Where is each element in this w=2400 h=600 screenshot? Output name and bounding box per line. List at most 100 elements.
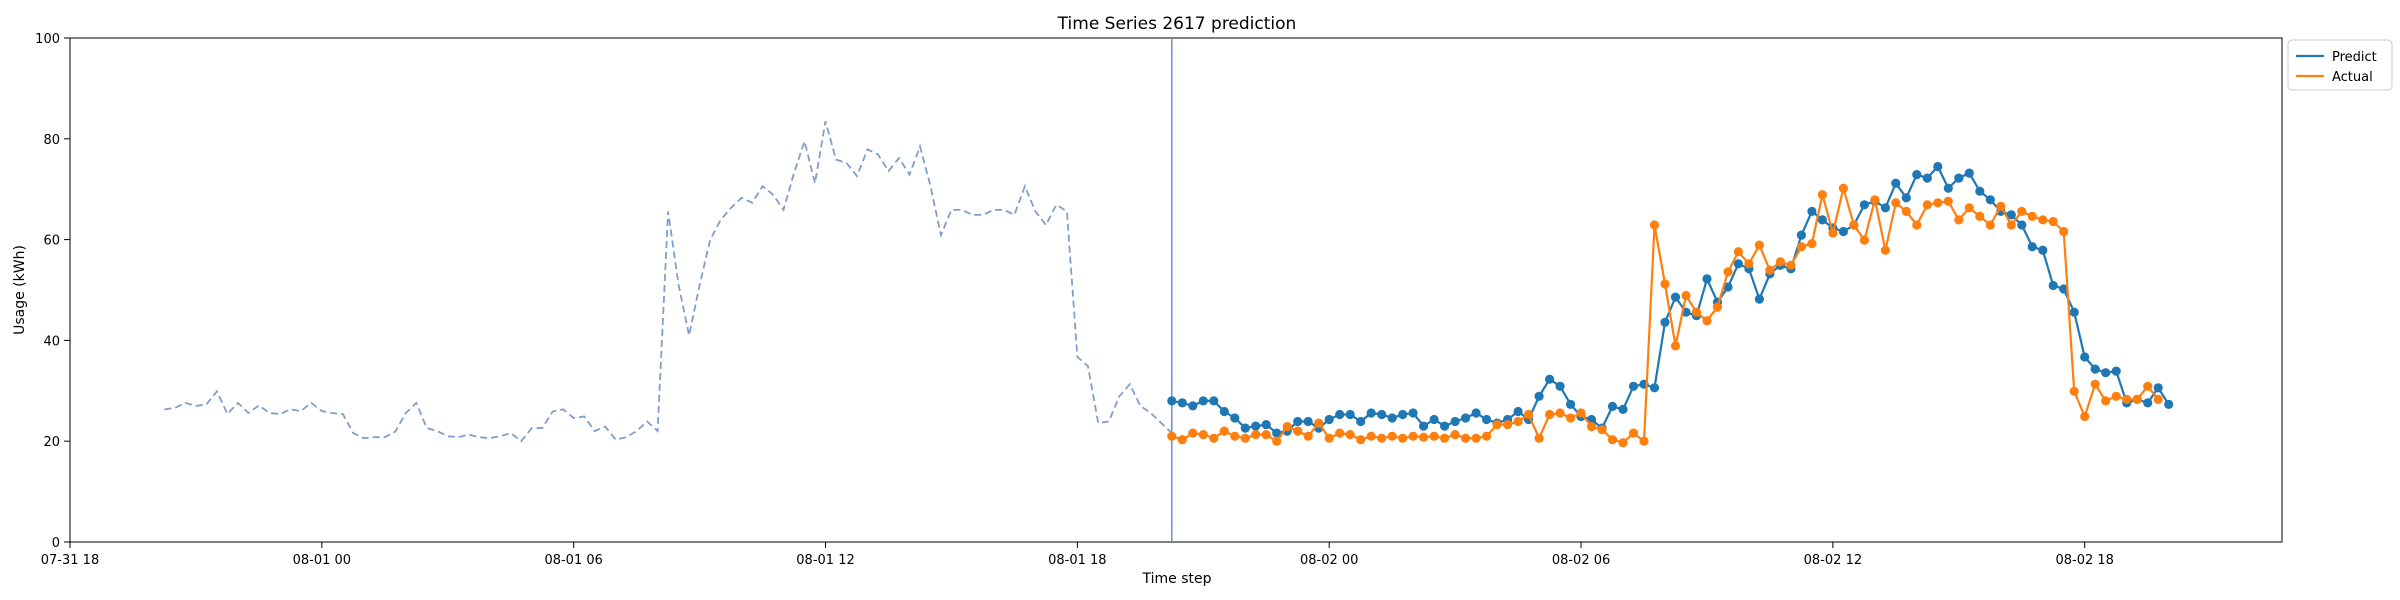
actual-point	[1681, 290, 1691, 301]
actual-point	[1985, 220, 1995, 230]
actual-point	[2038, 215, 2048, 225]
y-tick-label: 20	[43, 435, 60, 450]
predict-point	[1513, 406, 1523, 417]
actual-point	[1555, 408, 1565, 418]
predict-point	[1482, 414, 1492, 425]
history-series-line	[164, 120, 1173, 443]
predict-point	[1366, 408, 1376, 418]
x-tick-label: 08-01 00	[293, 553, 351, 568]
actual-point	[1922, 200, 1932, 210]
predict-point	[1649, 383, 1660, 393]
actual-point	[1524, 409, 1534, 420]
actual-point	[1712, 302, 1723, 312]
actual-point	[1954, 215, 1964, 225]
predict-point	[1702, 274, 1712, 284]
y-tick-label: 60	[43, 234, 60, 249]
plot-frame	[69, 37, 2283, 543]
actual-point	[1272, 436, 1282, 446]
x-tick-label: 08-01 18	[1048, 553, 1106, 568]
predict-point	[1859, 200, 1869, 210]
predict-point	[1230, 413, 1240, 423]
x-tick-label: 08-01 12	[796, 553, 854, 568]
actual-point	[2006, 220, 2016, 230]
actual-point	[1167, 431, 1177, 441]
actual-point	[1576, 408, 1586, 418]
actual-point	[1660, 279, 1670, 289]
actual-point	[2122, 394, 2132, 404]
predict-point	[2143, 398, 2153, 408]
actual-point	[1639, 436, 1649, 446]
predict-point	[1670, 292, 1681, 302]
predict-point	[2069, 307, 2079, 317]
predict-point	[1335, 409, 1345, 420]
y-axis-label: Usage (kWh)	[12, 245, 28, 335]
actual-point	[1607, 435, 1618, 445]
y-tick-label: 0	[52, 536, 60, 551]
actual-point	[1597, 425, 1607, 435]
actual-point	[1209, 433, 1219, 443]
predict-point	[1419, 421, 1429, 431]
predict-point	[1356, 416, 1366, 427]
predict-point	[1586, 414, 1597, 425]
actual-point	[1314, 418, 1324, 428]
predict-point	[1398, 409, 1408, 420]
predict-point	[1324, 414, 1334, 425]
actual-point	[1177, 435, 1187, 445]
actual-point	[1324, 433, 1334, 443]
y-tick-label: 100	[35, 32, 60, 47]
actual-point	[1628, 428, 1639, 438]
actual-point	[2101, 396, 2111, 406]
predict-point	[1618, 404, 1628, 414]
actual-point	[1534, 433, 1544, 443]
actual-point	[1996, 201, 2006, 211]
actual-point	[2111, 391, 2121, 401]
predict-point	[1387, 413, 1397, 423]
actual-point	[1230, 431, 1240, 441]
actual-point	[1471, 433, 1481, 443]
predict-point	[1240, 423, 1250, 433]
predict-point	[1933, 161, 1943, 172]
predict-point	[1891, 178, 1901, 188]
actual-point	[2027, 211, 2037, 221]
predict-point	[1954, 173, 1964, 183]
predict-point	[1807, 206, 1817, 216]
actual-point	[1219, 426, 1229, 436]
actual-point	[1733, 247, 1743, 257]
actual-point	[1198, 430, 1208, 440]
predict-point	[2048, 280, 2058, 291]
predict-point	[1251, 421, 1261, 431]
actual-point	[2143, 381, 2153, 391]
predict-point	[1912, 170, 1922, 180]
actual-point	[1586, 422, 1597, 432]
actual-point	[2048, 216, 2058, 227]
predict-point	[1188, 401, 1198, 411]
plot-area: 0 20 40 60 80 100 07-31 18 08-01 00 08-01 06 08-0…	[35, 32, 2283, 568]
actual-point	[1303, 431, 1313, 441]
actual-point	[1261, 430, 1271, 440]
predict-point	[1607, 401, 1618, 411]
actual-point	[1188, 428, 1198, 438]
actual-point	[1398, 433, 1408, 443]
actual-point	[1754, 240, 1764, 250]
predict-point	[1660, 317, 1670, 327]
legend-box	[2287, 39, 2393, 91]
predict-point	[1440, 421, 1450, 431]
predict-point	[1964, 168, 1974, 178]
actual-point	[2059, 226, 2069, 237]
actual-point	[1796, 242, 1806, 252]
actual-point	[1849, 220, 1859, 230]
actual-point	[1891, 198, 1901, 208]
actual-point	[1691, 307, 1702, 317]
actual-point	[2080, 411, 2090, 422]
actual-point	[1419, 432, 1429, 442]
x-tick-label: 08-01 06	[544, 553, 602, 568]
predict-point	[1167, 396, 1177, 406]
predict-point	[2080, 352, 2090, 362]
actual-point	[1723, 267, 1733, 277]
actual-point	[2090, 379, 2100, 389]
actual-point	[2069, 386, 2079, 396]
actual-point	[1618, 438, 1628, 448]
predict-point	[2153, 383, 2163, 393]
actual-point	[1807, 239, 1817, 249]
predict-point	[1838, 226, 1848, 237]
